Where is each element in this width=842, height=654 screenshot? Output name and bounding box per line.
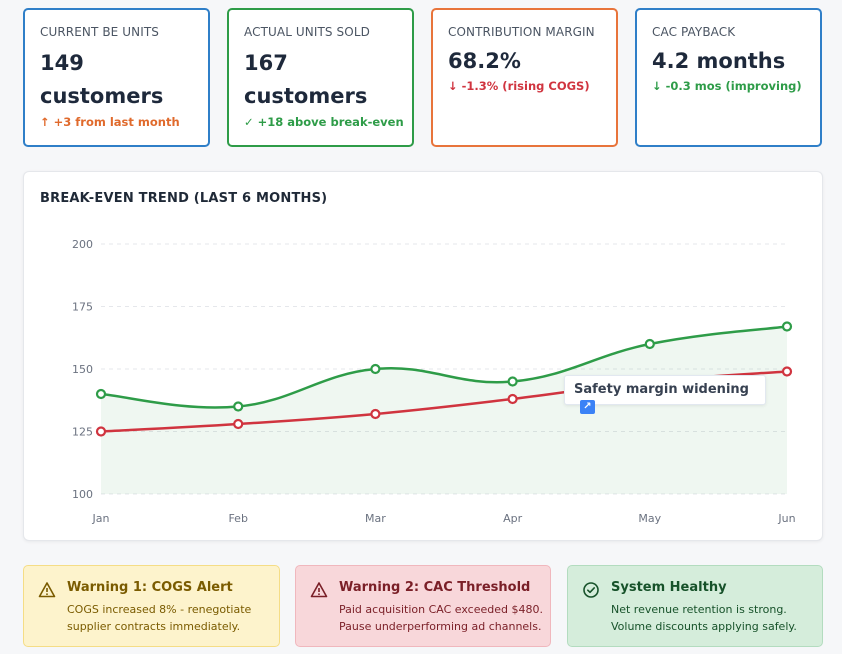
x-tick-label: Jan <box>92 512 110 525</box>
break-even-chart-card: BREAK-EVEN TREND (LAST 6 MONTHS) 100 125 1… <box>23 171 823 541</box>
kpi-value: 149 customers <box>40 51 164 108</box>
y-tick-label: 100 <box>72 488 93 501</box>
kpi-label: ACTUAL UNITS SOLD <box>244 25 370 39</box>
kpi-label: CONTRIBUTION MARGIN <box>448 25 595 39</box>
kpi-card-current-be-units: CURRENT BE UNITS 149 customers ↑ +3 from… <box>23 8 210 147</box>
alert-title: Warning 1: COGS Alert <box>67 580 233 595</box>
data-point <box>370 363 381 375</box>
data-point <box>95 426 107 437</box>
alert-body: COGS increased 8% - renegotiate supplier… <box>67 601 279 635</box>
data-point <box>507 376 518 387</box>
chart-annotation: Safety margin widening ↗ <box>564 375 766 414</box>
x-tick-label: Jun <box>777 512 795 525</box>
kpi-delta: ✓ +18 above break-even <box>244 115 404 129</box>
data-point <box>644 338 655 350</box>
kpi-delta: ↑ +3 from last month <box>40 115 180 129</box>
trend-up-arrow-icon: ↗ <box>580 400 595 414</box>
alert-body-line: Net revenue retention is strong. <box>611 603 787 616</box>
alert-cac: Warning 2: CAC Threshold Paid acquisitio… <box>295 565 551 647</box>
data-point <box>233 418 244 430</box>
alert-body: Net revenue retention is strong. Volume … <box>611 601 822 635</box>
kpi-value: 68.2% <box>448 49 521 73</box>
y-tick-label: 150 <box>72 363 93 376</box>
data-point <box>507 393 518 405</box>
y-tick-label: 125 <box>72 426 93 439</box>
kpi-value: 4.2 months <box>652 49 786 73</box>
data-point <box>781 366 793 377</box>
chart-title: BREAK-EVEN TREND (LAST 6 MONTHS) <box>40 191 328 206</box>
alert-cogs: Warning 1: COGS Alert COGS increased 8% … <box>23 565 280 647</box>
x-tick-label: Apr <box>503 512 523 525</box>
kpi-card-actual-units-sold: ACTUAL UNITS SOLD 167 customers ✓ +18 ab… <box>227 8 414 147</box>
warning-triangle-icon <box>38 582 56 598</box>
kpi-delta: ↓ -0.3 mos (improving) <box>652 79 802 93</box>
data-point <box>233 401 244 412</box>
alert-body-line: Pause underperforming ad channels. <box>339 620 542 633</box>
alert-body-line: supplier contracts immediately. <box>67 620 241 633</box>
kpi-value: 167 customers <box>244 51 368 108</box>
kpi-delta: ↓ -1.3% (rising COGS) <box>448 79 590 93</box>
kpi-card-contribution-margin: CONTRIBUTION MARGIN 68.2% ↓ -1.3% (risin… <box>431 8 618 147</box>
alert-system-healthy: System Healthy Net revenue retention is … <box>567 565 823 647</box>
y-tick-label: 200 <box>72 238 93 251</box>
data-point <box>781 321 793 332</box>
series-line <box>100 325 788 409</box>
annotation-text: Safety margin widening <box>574 382 749 397</box>
break-even-line-chart: 100 125 150 175 200 Jan Feb Mar Apr May Jun <box>72 238 796 525</box>
data-point <box>370 408 381 420</box>
alert-title: Warning 2: CAC Threshold <box>339 580 531 595</box>
x-tick-label: Feb <box>228 512 247 525</box>
data-point <box>95 388 107 400</box>
x-tick-label: Mar <box>365 512 386 525</box>
kpi-label: CURRENT BE UNITS <box>40 25 160 39</box>
check-circle-icon <box>583 582 599 598</box>
warning-triangle-icon <box>310 582 328 598</box>
alert-body-line: Paid acquisition CAC exceeded $480. <box>339 603 543 616</box>
alert-body: Paid acquisition CAC exceeded $480. Paus… <box>339 601 550 635</box>
x-tick-label: May <box>638 512 661 525</box>
series-area <box>101 326 787 494</box>
kpi-card-cac-payback: CAC PAYBACK 4.2 months ↓ -0.3 mos (impro… <box>635 8 822 147</box>
kpi-label: CAC PAYBACK <box>652 25 736 39</box>
alert-body-line: COGS increased 8% - renegotiate <box>67 603 252 616</box>
y-tick-label: 175 <box>72 301 93 314</box>
alert-body-line: Volume discounts applying safely. <box>611 620 797 633</box>
alert-title: System Healthy <box>611 580 727 595</box>
